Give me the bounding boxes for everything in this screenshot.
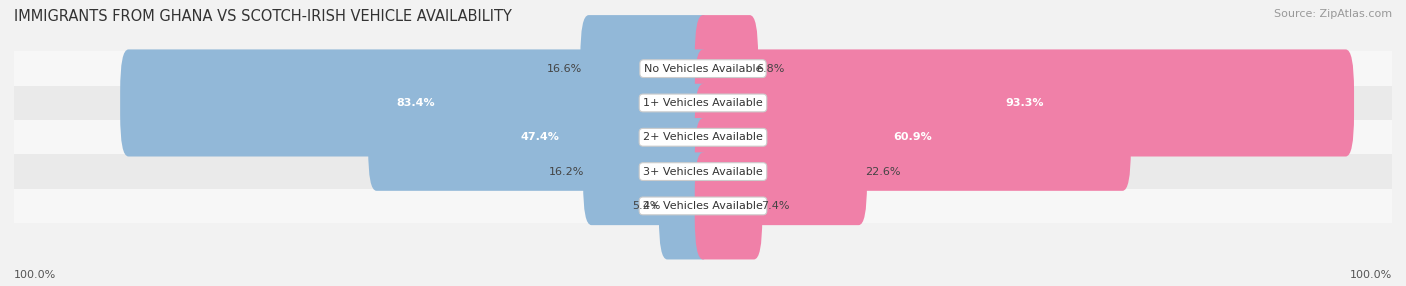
FancyBboxPatch shape — [581, 15, 711, 122]
FancyBboxPatch shape — [120, 49, 711, 156]
Text: 3+ Vehicles Available: 3+ Vehicles Available — [643, 167, 763, 176]
Text: 60.9%: 60.9% — [893, 132, 932, 142]
Text: 100.0%: 100.0% — [14, 270, 56, 280]
Text: No Vehicles Available: No Vehicles Available — [644, 64, 762, 74]
Text: 4+ Vehicles Available: 4+ Vehicles Available — [643, 201, 763, 211]
FancyBboxPatch shape — [695, 49, 1354, 156]
FancyBboxPatch shape — [583, 118, 711, 225]
Text: 100.0%: 100.0% — [1350, 270, 1392, 280]
Text: 93.3%: 93.3% — [1005, 98, 1043, 108]
Text: 22.6%: 22.6% — [866, 167, 901, 176]
FancyBboxPatch shape — [695, 152, 762, 259]
FancyBboxPatch shape — [695, 15, 758, 122]
FancyBboxPatch shape — [695, 118, 868, 225]
Bar — [0, 120, 1406, 154]
Text: 6.8%: 6.8% — [756, 64, 785, 74]
Text: 83.4%: 83.4% — [396, 98, 434, 108]
Text: 16.6%: 16.6% — [547, 64, 582, 74]
Text: 16.2%: 16.2% — [550, 167, 585, 176]
Bar — [0, 154, 1406, 189]
Text: 5.2%: 5.2% — [631, 201, 661, 211]
Text: 47.4%: 47.4% — [520, 132, 560, 142]
Text: IMMIGRANTS FROM GHANA VS SCOTCH-IRISH VEHICLE AVAILABILITY: IMMIGRANTS FROM GHANA VS SCOTCH-IRISH VE… — [14, 9, 512, 23]
Bar — [0, 86, 1406, 120]
Text: 7.4%: 7.4% — [761, 201, 789, 211]
FancyBboxPatch shape — [368, 84, 711, 191]
FancyBboxPatch shape — [695, 84, 1130, 191]
Bar — [0, 51, 1406, 86]
Text: Source: ZipAtlas.com: Source: ZipAtlas.com — [1274, 9, 1392, 19]
Bar — [0, 189, 1406, 223]
Text: 1+ Vehicles Available: 1+ Vehicles Available — [643, 98, 763, 108]
FancyBboxPatch shape — [659, 152, 711, 259]
Text: 2+ Vehicles Available: 2+ Vehicles Available — [643, 132, 763, 142]
